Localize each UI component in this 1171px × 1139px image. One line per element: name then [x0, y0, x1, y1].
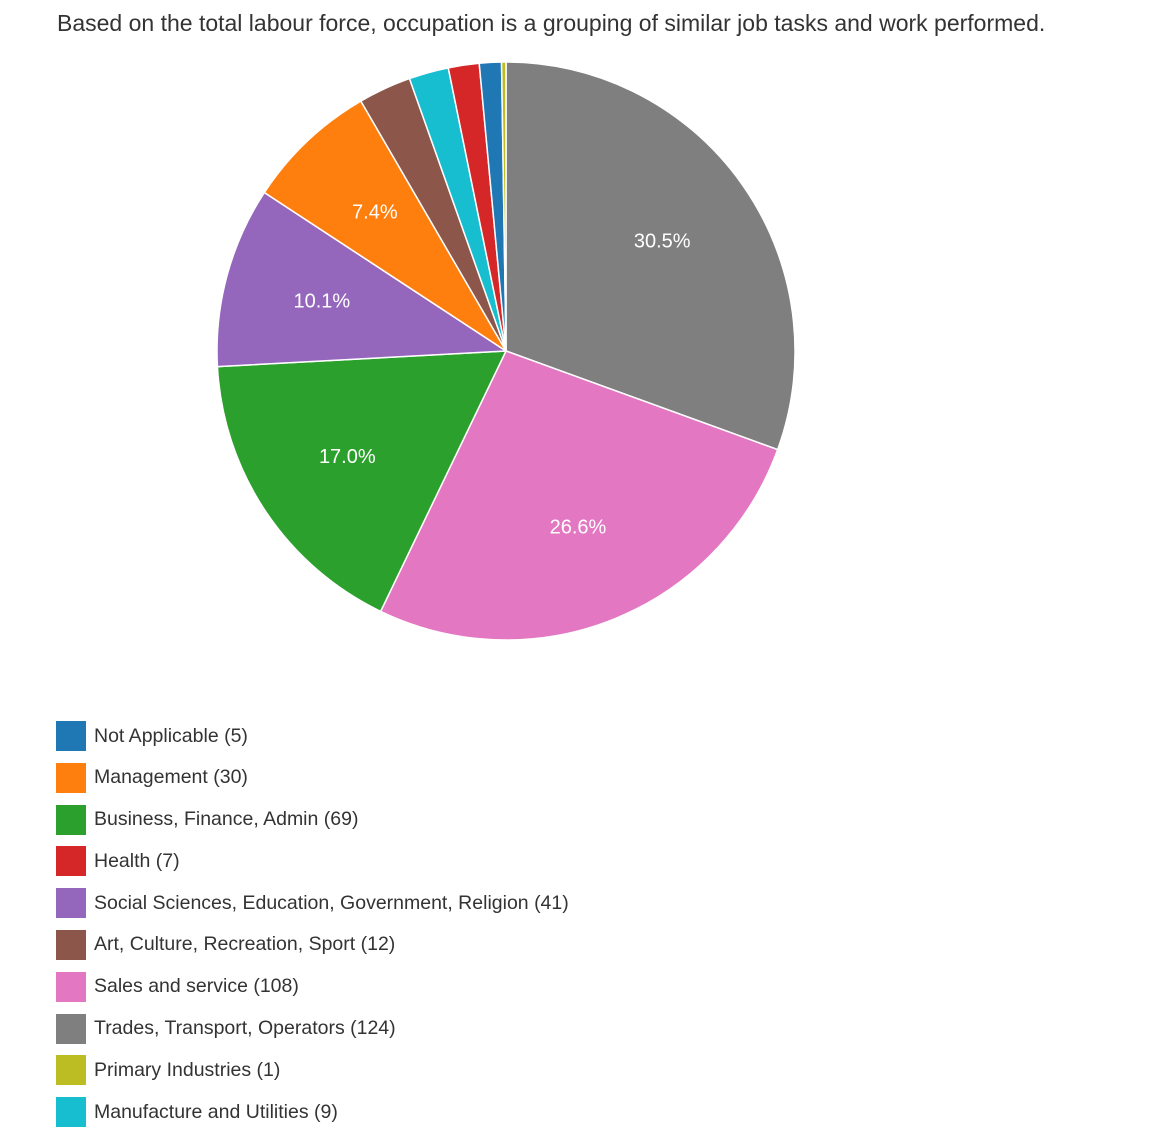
chart-description: Based on the total labour force, occupat…	[57, 10, 1046, 36]
pie-slice-primary-industries	[500, 61, 507, 352]
pie-slices	[216, 61, 796, 641]
legend-swatch	[56, 846, 86, 877]
pie-percent-label: 17.0%	[319, 446, 376, 468]
legend-label: Not Applicable (5)	[94, 724, 248, 747]
legend-label: Sales and service (108)	[94, 975, 299, 998]
legend-swatch	[56, 1013, 86, 1044]
legend-swatch	[56, 721, 86, 751]
legend-swatch	[56, 888, 86, 919]
legend-label: Art, Culture, Recreation, Sport (12)	[94, 933, 396, 956]
pie-percent-label: 7.4%	[352, 202, 398, 224]
legend-item[interactable]: Not Applicable (5)	[56, 720, 569, 752]
pie-chart: 30.5% 26.6% 17.0% 10.1% 7.4%	[216, 61, 796, 641]
legend-swatch	[56, 762, 86, 793]
legend-label: Social Sciences, Education, Government, …	[94, 891, 569, 914]
pie-slice-sales-and-service	[379, 350, 779, 641]
pie-percent-label: 30.5%	[634, 231, 691, 253]
pie-percent-label: 10.1%	[293, 290, 350, 312]
legend-label: Health (7)	[94, 849, 180, 872]
pie-slice-trades-transport-operators	[505, 61, 796, 451]
legend-item[interactable]: Social Sciences, Education, Government, …	[56, 887, 569, 919]
legend-item[interactable]: Art, Culture, Recreation, Sport (12)	[56, 929, 569, 961]
legend-swatch	[56, 929, 86, 960]
legend-item[interactable]: Business, Finance, Admin (69)	[56, 804, 569, 836]
legend-item[interactable]: Trades, Transport, Operators (124)	[56, 1013, 569, 1045]
legend-label: Business, Finance, Admin (69)	[94, 808, 359, 831]
legend-swatch	[56, 1097, 86, 1128]
legend-swatch	[56, 971, 86, 1002]
legend-item[interactable]: Management (30)	[56, 762, 569, 794]
legend-swatch	[56, 1055, 86, 1086]
legend-swatch	[56, 804, 86, 835]
legend-item[interactable]: Health (7)	[56, 845, 569, 877]
legend-label: Trades, Transport, Operators (124)	[94, 1017, 396, 1040]
legend-item[interactable]: Manufacture and Utilities (9)	[56, 1096, 569, 1128]
legend-label: Primary Industries (1)	[94, 1058, 281, 1081]
pie-slice-management	[263, 100, 507, 352]
pie-slice-business-finance-admin	[216, 350, 507, 613]
legend-label: Manufacture and Utilities (9)	[94, 1100, 338, 1123]
legend-item[interactable]: Primary Industries (1)	[56, 1054, 569, 1086]
pie-percent-label: 26.6%	[550, 517, 607, 539]
pie-percent-labels: 30.5% 26.6% 17.0% 10.1% 7.4%	[293, 202, 690, 539]
pie-slice-social-sciences-education-government-religion	[216, 191, 507, 368]
legend-item[interactable]: Sales and service (108)	[56, 971, 569, 1003]
legend-label: Management (30)	[94, 766, 248, 789]
chart-legend: Not Applicable (5) Management (30) Busines…	[56, 720, 569, 1138]
